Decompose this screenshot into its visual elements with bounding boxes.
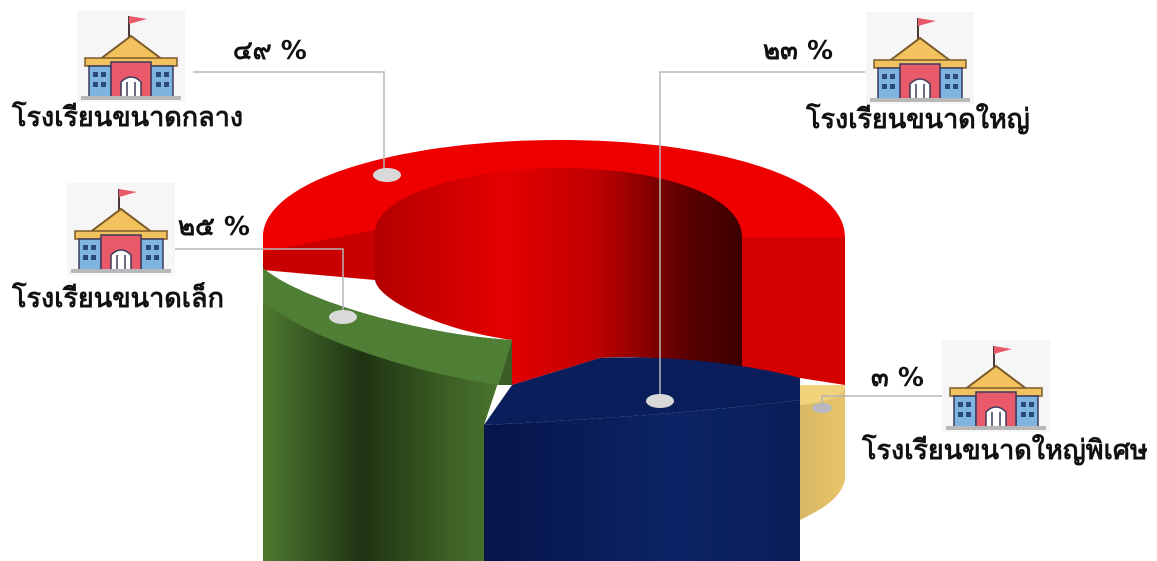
category-label-extra-large: โรงเรียนขนาดใหญ่พิเศษ	[862, 435, 1148, 466]
school-building-icon	[866, 12, 974, 104]
marker-dot-medium	[373, 168, 401, 182]
leader-line-medium	[193, 71, 385, 174]
school-building-icon	[77, 10, 185, 102]
segment-large-side-back	[742, 237, 845, 385]
category-label-small: โรงเรียนขนาดเล็ก	[12, 283, 224, 314]
value-label-extra-large: ๓ %	[871, 363, 924, 393]
value-label-medium: ๔๙ %	[233, 36, 307, 66]
school-building-icon	[67, 183, 175, 275]
donut-inner-wall	[375, 165, 742, 385]
value-label-small: ๒๕ %	[178, 212, 250, 242]
segment-extra-large-top	[800, 385, 845, 405]
marker-dot-extra-large	[812, 403, 832, 413]
category-label-large: โรงเรียนขนาดใหญ่	[806, 104, 1030, 135]
segment-small-edge	[498, 340, 512, 385]
leader-line-large	[659, 71, 865, 400]
leader-line-small	[175, 248, 344, 316]
marker-dots	[329, 168, 832, 413]
school-building-icon	[942, 340, 1050, 432]
marker-dot-large	[646, 394, 674, 408]
segment-extra-large-side	[800, 385, 845, 520]
value-label-large: ๒๓ %	[763, 36, 834, 66]
category-label-medium: โรงเรียนขนาดกลาง	[12, 102, 244, 133]
segment-large-top	[484, 357, 800, 425]
segment-small-top-face	[263, 268, 512, 385]
marker-dot-small	[329, 310, 357, 324]
segment-medium-top	[263, 140, 845, 252]
segment-large-side	[484, 400, 800, 561]
